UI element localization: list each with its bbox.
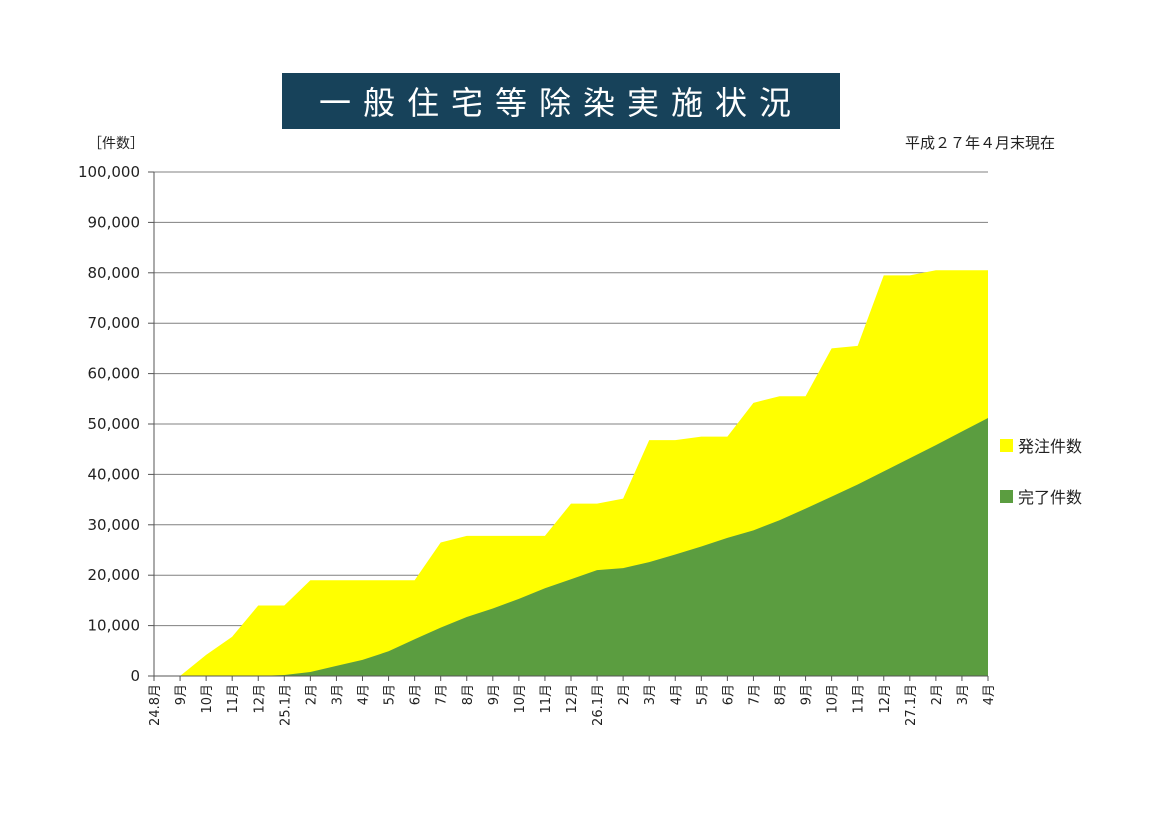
- x-tick-label: 4月: [982, 684, 997, 705]
- area-series: [154, 270, 988, 676]
- y-tick-label: 40,000: [88, 465, 141, 483]
- x-tick-label: 7月: [435, 684, 450, 705]
- x-tick-label: 2月: [930, 684, 945, 705]
- legend-item-ordered: 発注件数: [1000, 433, 1082, 457]
- x-tick-label: 8月: [774, 684, 789, 705]
- y-tick-label: 60,000: [88, 365, 141, 383]
- chart-title: 一般住宅等除染実施状況: [282, 73, 840, 129]
- y-tick-label: 90,000: [88, 213, 141, 231]
- legend-label-completed: 完了件数: [1018, 488, 1083, 507]
- x-tick-label: 6月: [409, 684, 424, 705]
- x-tick-label: 3月: [643, 684, 658, 705]
- x-tick-labels: 24.8月 9月 10月 11月 12月 25.1月 2月 3月 4月 5月 6月 7月 8月 9月 10月…: [148, 676, 997, 726]
- x-tick-label: 11月: [852, 684, 867, 714]
- x-tick-label: 24.8月: [148, 684, 163, 726]
- x-tick-label: 11月: [226, 684, 241, 714]
- y-tick-label: 30,000: [88, 516, 141, 534]
- x-tick-label: 10月: [513, 684, 528, 714]
- area-completed: [154, 417, 988, 676]
- x-tick-label: 7月: [747, 684, 762, 705]
- x-tick-label: 12月: [252, 684, 267, 714]
- x-tick-label: 3月: [956, 684, 971, 705]
- x-tick-label: 25.1月: [278, 684, 293, 726]
- x-tick-label: 10月: [200, 684, 215, 714]
- x-tick-label: 2月: [617, 684, 632, 705]
- y-tick-label: 0: [130, 667, 140, 685]
- x-tick-label: 26.1月: [591, 684, 606, 726]
- legend-swatch-ordered: [1000, 438, 1013, 452]
- x-tick-label: 11月: [539, 684, 554, 714]
- x-tick-label: 4月: [669, 684, 684, 705]
- x-tick-label: 8月: [461, 684, 476, 705]
- x-tick-label: 27.1月: [904, 684, 919, 726]
- y-tick-label: 80,000: [88, 264, 141, 282]
- x-tick-label: 9月: [800, 684, 815, 705]
- x-tick-label: 5月: [695, 684, 710, 705]
- y-axis-unit-label: ［件数］: [88, 136, 144, 152]
- y-tick-labels: 0 10,000 20,000 30,000 40,000 50,000 60,000 70,…: [78, 163, 154, 685]
- x-tick-label: 12月: [878, 684, 893, 714]
- legend-label-ordered: 発注件数: [1018, 437, 1083, 456]
- x-tick-label: 9月: [174, 684, 189, 705]
- x-tick-label: 6月: [721, 684, 736, 705]
- legend-swatch-completed: [1000, 489, 1013, 503]
- x-tick-label: 12月: [565, 684, 580, 714]
- y-tick-label: 10,000: [88, 617, 141, 635]
- x-tick-label: 9月: [487, 684, 502, 705]
- y-tick-label: 50,000: [88, 415, 141, 433]
- x-tick-label: 5月: [383, 684, 398, 705]
- x-tick-label: 10月: [826, 684, 841, 714]
- y-tick-label: 100,000: [78, 163, 140, 181]
- x-tick-label: 2月: [304, 684, 319, 705]
- x-tick-label: 3月: [330, 684, 345, 705]
- legend-item-completed: 完了件数: [1000, 484, 1082, 508]
- y-tick-label: 70,000: [88, 314, 141, 332]
- date-note: 平成２７年４月末現在: [905, 134, 1056, 152]
- y-tick-label: 20,000: [88, 566, 141, 584]
- x-tick-label: 4月: [357, 684, 372, 705]
